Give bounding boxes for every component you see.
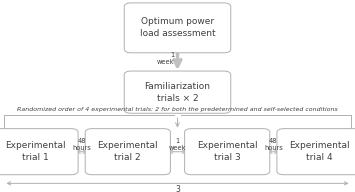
Text: 1
week: 1 week [157,52,174,65]
Text: Familiarization
trials × 2: Familiarization trials × 2 [144,82,211,103]
Text: 48
hours: 48 hours [264,138,283,151]
Text: Experimental
trial 1: Experimental trial 1 [5,141,66,162]
Text: 48
hours: 48 hours [72,138,91,151]
Text: Randomized order of 4 experimental trials: 2 for both the predetermined and self: Randomized order of 4 experimental trial… [17,107,338,112]
FancyBboxPatch shape [124,3,231,53]
Text: 3
weeks: 3 weeks [165,185,190,192]
Text: Experimental
trial 2: Experimental trial 2 [98,141,158,162]
Text: 1
week: 1 week [169,138,186,151]
FancyBboxPatch shape [185,129,270,175]
Text: Experimental
trial 4: Experimental trial 4 [289,141,350,162]
Text: Experimental
trial 3: Experimental trial 3 [197,141,257,162]
FancyBboxPatch shape [124,71,231,113]
FancyBboxPatch shape [277,129,355,175]
Text: Optimum power
load assessment: Optimum power load assessment [140,17,215,38]
FancyBboxPatch shape [0,129,78,175]
FancyBboxPatch shape [85,129,170,175]
